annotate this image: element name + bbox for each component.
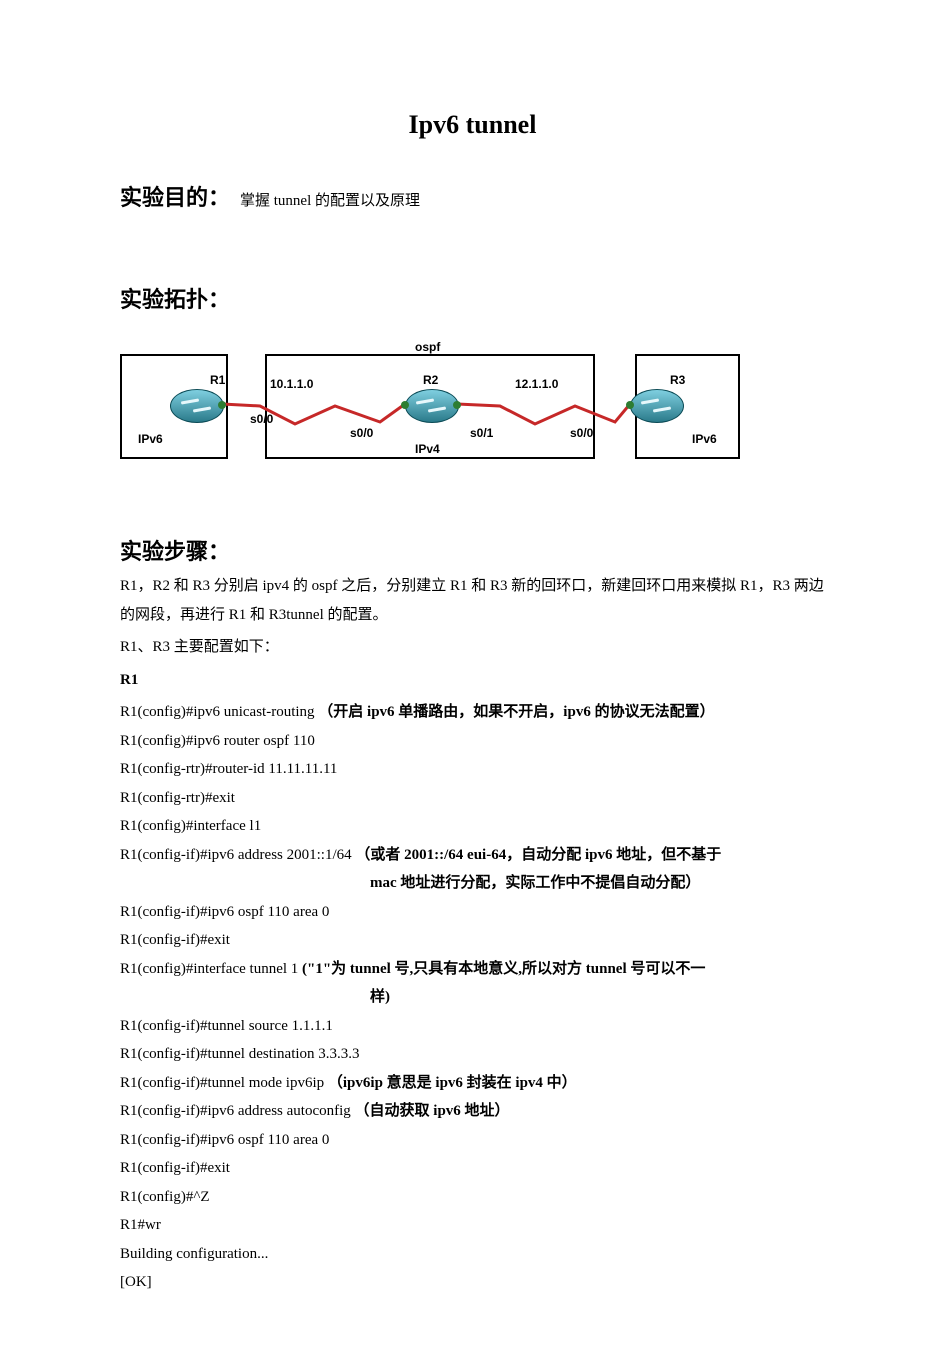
topology-diagram: IPv6 IPv4 IPv6 ospf R1 R2 R3 10.1.1.0 s0… [120, 334, 740, 474]
config-line: R1(config-if)#ipv6 address 2001::1/64 （或… [120, 841, 825, 870]
config-cmd: R1(config-if)#exit [120, 1160, 230, 1176]
port-dot [218, 401, 226, 409]
config-line: 样) [120, 983, 825, 1012]
purpose-text: 掌握 tunnel 的配置以及原理 [240, 193, 420, 209]
link1-portA: s0/0 [250, 412, 273, 426]
config-note: （开启 ipv6 单播路由，如果不开启，ipv6 的协议无法配置） [318, 704, 714, 720]
config-note: （ipv6ip 意思是 ipv6 封装在 ipv4 中） [328, 1075, 577, 1091]
config-line: R1(config-if)#tunnel destination 3.3.3.3 [120, 1040, 825, 1069]
config-cmd: R1(config)#interface tunnel 1 [120, 961, 298, 977]
zone-left-label: IPv6 [138, 432, 163, 446]
zone-mid-label: IPv4 [415, 442, 440, 456]
purpose-section: 实验目的： 掌握 tunnel 的配置以及原理 [120, 180, 825, 212]
config-cmd: R1(config)#^Z [120, 1189, 210, 1205]
document-page: Ipv6 tunnel 实验目的： 掌握 tunnel 的配置以及原理 实验拓扑… [0, 0, 945, 1357]
config-line: mac 地址进行分配，实际工作中不提倡自动分配） [120, 869, 825, 898]
router-r3 [630, 389, 682, 421]
config-cmd: R1(config-rtr)#router-id 11.11.11.11 [120, 761, 337, 777]
zone-right-label: IPv6 [692, 432, 717, 446]
spacer [120, 212, 825, 272]
steps-intro1: R1，R2 和 R3 分别启 ipv4 的 ospf 之后，分别建立 R1 和 … [120, 572, 825, 629]
port-dot [401, 401, 409, 409]
config-line: R1(config-if)#ipv6 address autoconfig （自… [120, 1097, 825, 1126]
config-cmd: R1#wr [120, 1217, 161, 1233]
config-cmd: R1(config-if)#ipv6 ospf 110 area 0 [120, 1132, 329, 1148]
config-cmd: R1(config-rtr)#exit [120, 790, 235, 806]
config-r1-block: R1(config)#ipv6 unicast-routing （开启 ipv6… [120, 698, 825, 1297]
steps-heading: 实验步骤： [120, 534, 825, 566]
topology-heading: 实验拓扑： [120, 282, 825, 314]
config-cmd: [OK] [120, 1274, 152, 1290]
config-line: R1(config-if)#tunnel mode ipv6ip （ipv6ip… [120, 1069, 825, 1098]
link2-portB: s0/0 [570, 426, 593, 440]
ospf-label: ospf [415, 340, 440, 354]
steps-intro2: R1、R3 主要配置如下： [120, 633, 825, 662]
config-cmd: R1(config-if)#tunnel mode ipv6ip [120, 1075, 324, 1091]
config-line: R1(config-if)#ipv6 ospf 110 area 0 [120, 1126, 825, 1155]
port-dot [453, 401, 461, 409]
purpose-heading: 实验目的： [120, 185, 230, 210]
config-line: R1(config-rtr)#exit [120, 784, 825, 813]
link2-portA: s0/1 [470, 426, 493, 440]
config-cmd: Building configuration... [120, 1246, 268, 1262]
config-line: R1(config-if)#exit [120, 1154, 825, 1183]
router-r2 [405, 389, 457, 421]
page-title: Ipv6 tunnel [120, 110, 825, 140]
config-line: [OK] [120, 1268, 825, 1297]
config-cmd: R1(config-if)#tunnel destination 3.3.3.3 [120, 1046, 360, 1062]
config-note: ("1"为 tunnel 号,只具有本地意义,所以对方 tunnel 号可以不一 [302, 961, 705, 977]
config-cmd: R1(config-if)#tunnel source 1.1.1.1 [120, 1018, 333, 1034]
config-cmd: R1(config)#ipv6 unicast-routing [120, 704, 315, 720]
config-line: R1(config)#interface tunnel 1 ("1"为 tunn… [120, 955, 825, 984]
config-note: mac 地址进行分配，实际工作中不提倡自动分配） [370, 875, 700, 891]
config-cmd: R1(config-if)#ipv6 address autoconfig [120, 1103, 351, 1119]
link2-net: 12.1.1.0 [515, 377, 558, 391]
link1-portB: s0/0 [350, 426, 373, 440]
router-r1 [170, 389, 222, 421]
link1-net: 10.1.1.0 [270, 377, 313, 391]
config-cmd: R1(config)#interface l1 [120, 818, 261, 834]
config-cmd: R1(config-if)#ipv6 ospf 110 area 0 [120, 904, 329, 920]
config-cmd: R1(config-if)#exit [120, 932, 230, 948]
config-note: （自动获取 ipv6 地址） [355, 1103, 510, 1119]
port-dot [626, 401, 634, 409]
config-note: 样) [370, 989, 390, 1005]
r1-heading: R1 [120, 666, 825, 695]
config-line: R1(config)#ipv6 router ospf 110 [120, 727, 825, 756]
config-line: Building configuration... [120, 1240, 825, 1269]
config-line: R1#wr [120, 1211, 825, 1240]
config-line: R1(config)#ipv6 unicast-routing （开启 ipv6… [120, 698, 825, 727]
router-r3-label: R3 [670, 373, 685, 387]
config-line: R1(config-if)#ipv6 ospf 110 area 0 [120, 898, 825, 927]
router-r1-label: R1 [210, 373, 225, 387]
config-line: R1(config-rtr)#router-id 11.11.11.11 [120, 755, 825, 784]
config-line: R1(config)#^Z [120, 1183, 825, 1212]
router-r2-label: R2 [423, 373, 438, 387]
config-line: R1(config-if)#tunnel source 1.1.1.1 [120, 1012, 825, 1041]
config-line: R1(config-if)#exit [120, 926, 825, 955]
config-line: R1(config)#interface l1 [120, 812, 825, 841]
config-cmd: R1(config-if)#ipv6 address 2001::1/64 [120, 847, 352, 863]
config-note: （或者 2001::/64 eui-64，自动分配 ipv6 地址，但不基于 [355, 847, 721, 863]
config-cmd: R1(config)#ipv6 router ospf 110 [120, 733, 315, 749]
spacer [120, 504, 825, 524]
